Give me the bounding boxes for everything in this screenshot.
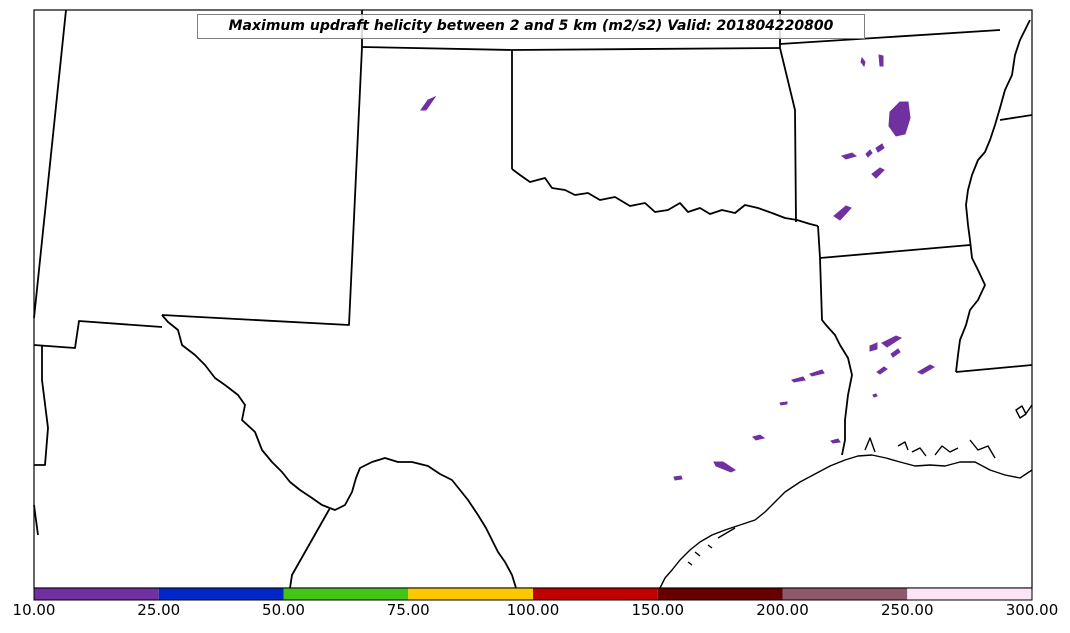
nm-mexico-border [33,320,163,349]
swath [872,393,878,398]
az-nm-border [33,9,67,319]
colorbar-segment [34,588,159,600]
swath [878,54,884,67]
swath [875,143,885,153]
mexico-state-line-1 [289,507,331,589]
swath [833,205,852,221]
swath [840,152,858,160]
colorbar [33,587,1033,601]
swath [809,369,825,377]
louisiana-marsh [864,404,1033,459]
swath [791,376,806,383]
state-borders [33,9,1033,589]
swath [713,461,736,473]
swath [865,149,873,158]
colorbar-segment [907,588,1032,600]
la-ms-border [955,364,1033,373]
colorbar-tick-label: 250.00 [881,601,934,619]
ms-al-border [999,114,1033,121]
colorbar-outline [33,587,1033,601]
barrier-islands [687,527,736,566]
colorbar-tick-label: 25.00 [137,601,181,619]
helicity-swaths [420,54,936,481]
colorbar-tick-label: 50.00 [262,601,305,619]
swath [673,475,683,481]
colorbar-tick-label: 150.00 [631,601,685,619]
swath [881,335,903,348]
coastline [659,404,1033,589]
colorbar-tick-label: 75.00 [386,601,430,619]
colorbar-segment [657,588,783,600]
colorbar-segment [283,588,409,600]
swath [779,401,788,406]
colorbar-tick-label: 300.00 [1005,601,1059,619]
colorbar-tick-label: 200.00 [756,601,809,619]
rio-grande [161,314,517,589]
ks-ok-border [511,47,781,51]
swath [830,438,841,444]
red-river [511,168,819,227]
mexico-state-line-3 [33,504,39,536]
swath [916,364,936,375]
swath [888,101,911,137]
colorbar-tick-label: 100.00 [506,601,560,619]
mexico-state-line-2 [34,345,49,466]
swath [869,342,878,352]
texas-coastline [659,454,1033,589]
swath [871,167,885,179]
colorbar-segment [158,588,284,600]
ar-la-border [819,244,971,259]
swath [752,434,766,441]
mo-ar-border [779,29,1001,45]
swath [890,348,901,358]
colorbar-segment [782,588,908,600]
colorbar-segment [408,588,533,600]
swath [420,95,437,111]
colorbar-segment [533,588,658,600]
map-frame [33,9,1033,589]
nm-tx-border [161,46,363,326]
swath [860,56,866,68]
colorbar-tick-label: 10.00 [12,601,56,619]
swath [876,366,888,375]
map-title: Maximum updraft helicity between 2 and 5… [197,14,865,39]
tx-la-border [817,225,853,456]
mississippi-river [955,19,1031,373]
